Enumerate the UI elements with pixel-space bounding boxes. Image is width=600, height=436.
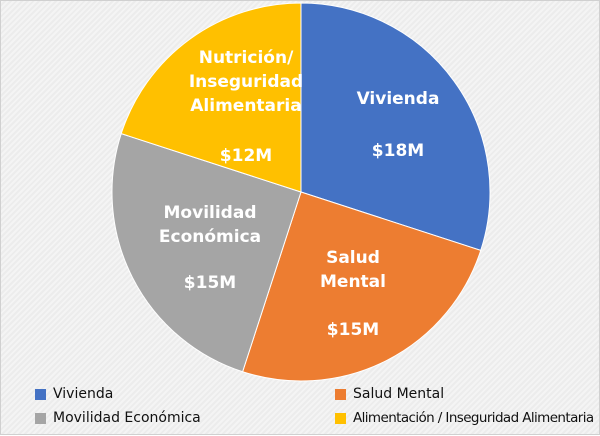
pie-slice-2 xyxy=(111,132,302,373)
legend-swatch xyxy=(335,412,346,424)
pie-slice-3 xyxy=(120,2,302,193)
slice-name-label: Alimentaria xyxy=(190,96,301,116)
slice-value-label: $12M xyxy=(220,146,272,166)
legend-swatch xyxy=(335,388,346,400)
slice-name-label: Inseguridad xyxy=(189,72,303,92)
legend-item-movilidad: Movilidad Económica xyxy=(35,410,201,426)
legend-swatch xyxy=(35,412,46,424)
pie-slice-1 xyxy=(241,191,482,382)
slice-name-label: Movilidad xyxy=(164,203,257,223)
slice-value-label: $18M xyxy=(372,141,424,161)
slice-name-label: Vivienda xyxy=(357,89,440,109)
legend-label: Salud Mental xyxy=(353,386,445,402)
legend-item-salud-mental: Salud Mental xyxy=(335,386,444,402)
slice-name-label: Económica xyxy=(159,227,261,247)
slice-value-label: $15M xyxy=(327,320,379,340)
slice-name-label: Nutrición/ xyxy=(199,48,294,68)
legend-item-alimentacion: Alimentación / Inseguridad Alimentaria xyxy=(335,410,594,426)
legend-item-vivienda: Vivienda xyxy=(35,386,113,402)
legend-swatch xyxy=(35,388,46,400)
legend-label: Vivienda xyxy=(53,386,114,402)
legend-label: Movilidad Económica xyxy=(53,410,201,426)
legend-label: Alimentación / Inseguridad Alimentaria xyxy=(353,410,594,426)
slice-name-label: Mental xyxy=(320,272,386,292)
slice-name-label: Salud xyxy=(326,248,380,268)
slice-value-label: $15M xyxy=(184,273,236,293)
pie-slice-0 xyxy=(300,2,491,252)
